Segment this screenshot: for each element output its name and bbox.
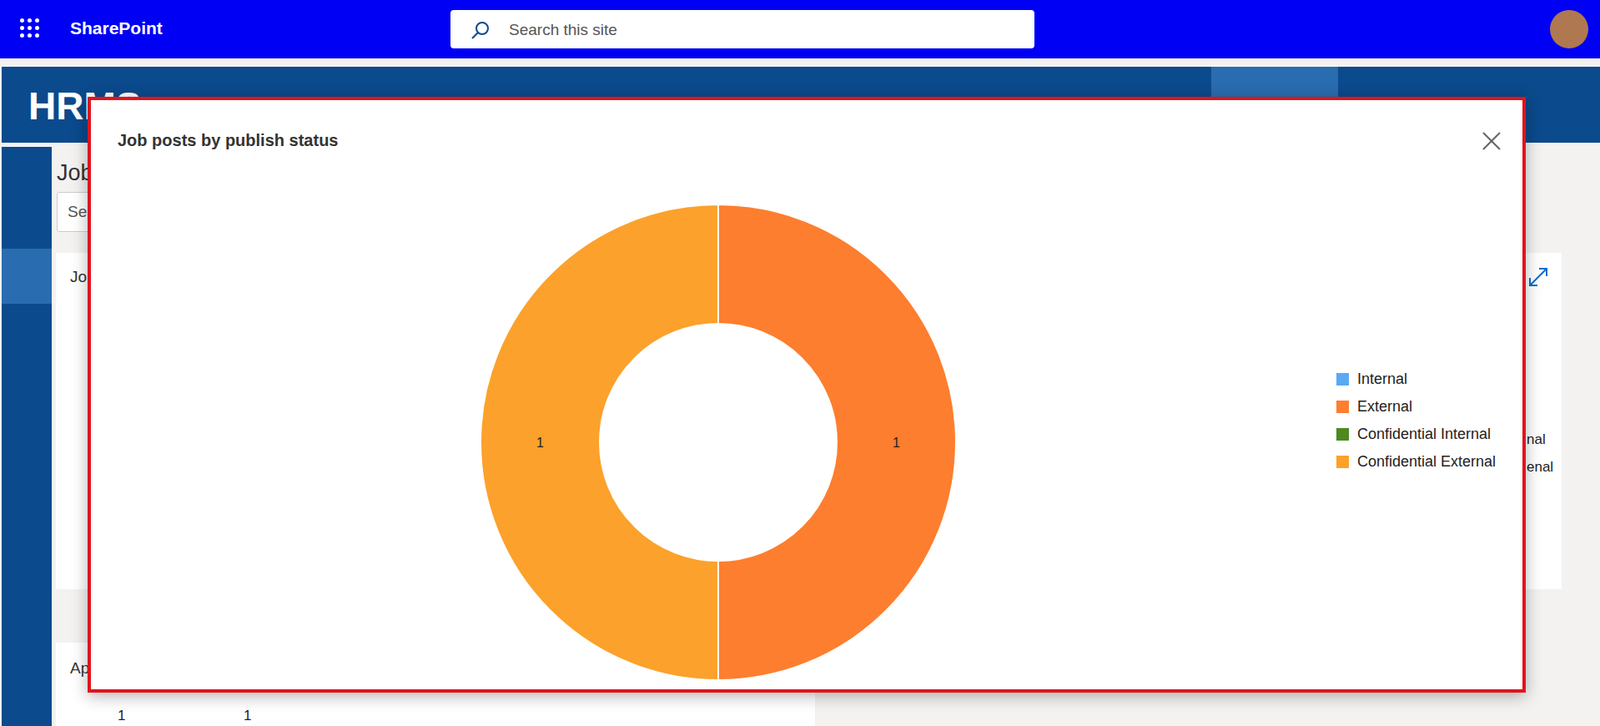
html-text:Se: Se: [67, 202, 88, 221]
html-text:nal: nal: [1526, 431, 1546, 448]
html-text:Confidential Internal: Confidential Internal: [1357, 425, 1491, 443]
html-text:HRMS: HRMS: [28, 84, 142, 128]
html-text:Job posts by publish status: Job posts by publish status: [117, 130, 339, 150]
html-text:External: External: [1357, 397, 1413, 415]
html-text:Job: Job: [56, 160, 94, 186]
html-text:SharePoint: SharePoint: [70, 18, 163, 38]
svg-text:1: 1: [536, 435, 544, 450]
html-text:1: 1: [243, 707, 252, 724]
svg-text:1: 1: [892, 435, 901, 450]
html-text:Search this site: Search this site: [508, 20, 618, 39]
html-text:Confidential External: Confidential External: [1357, 452, 1496, 470]
html-text:Internal: Internal: [1357, 370, 1408, 388]
html-text:Jo: Jo: [70, 267, 87, 286]
html-text:1: 1: [117, 707, 126, 724]
html-text:enal: enal: [1526, 458, 1554, 475]
html-text:Ap: Ap: [70, 659, 90, 677]
